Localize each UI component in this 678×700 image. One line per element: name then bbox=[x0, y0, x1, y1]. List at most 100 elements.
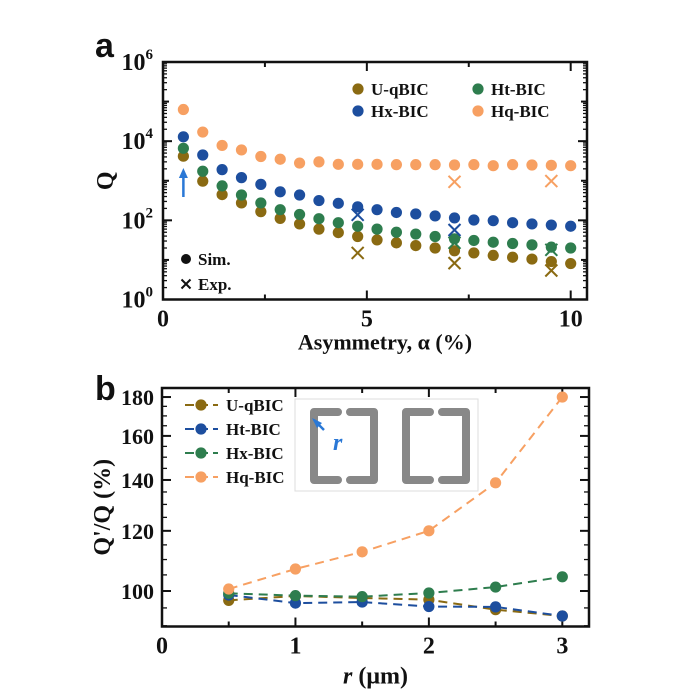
y-tick-label: 102 bbox=[122, 205, 154, 234]
data-point-hq-bic bbox=[235, 144, 248, 156]
inset-radius-label: r bbox=[333, 430, 343, 456]
exp-point-hq-bic bbox=[544, 174, 559, 188]
data-point-u-qbic bbox=[216, 188, 228, 201]
legend-label: Ht-BIC bbox=[226, 420, 281, 439]
x-tick-label: 5 bbox=[361, 307, 373, 333]
data-point-hx-bic bbox=[177, 131, 189, 143]
data-point-hq-bic bbox=[197, 126, 209, 138]
data-point-hx-bic bbox=[526, 218, 538, 230]
legend-sim-marker bbox=[181, 254, 191, 264]
plot-frame-b bbox=[160, 386, 591, 628]
data-point-hx-bic bbox=[565, 220, 577, 232]
x-tick-label: 10 bbox=[559, 307, 583, 333]
data-point-ht-bic bbox=[506, 237, 519, 250]
radius-arrow-head-icon bbox=[312, 418, 322, 428]
data-point-hx-bic bbox=[556, 571, 568, 583]
data-point-ht-bic bbox=[489, 601, 502, 613]
data-point-hq-bic bbox=[468, 159, 480, 171]
arrow-head-icon bbox=[178, 168, 188, 178]
data-point-hq-bic bbox=[332, 158, 344, 170]
data-point-hq-bic bbox=[289, 563, 302, 575]
legend-marker bbox=[195, 423, 207, 435]
data-point-ht-bic bbox=[274, 204, 286, 216]
series-line-u-qbic bbox=[228, 594, 563, 618]
data-point-ht-bic bbox=[410, 228, 422, 240]
split-ring-left-half bbox=[402, 408, 434, 484]
data-point-hx-bic bbox=[216, 164, 228, 176]
data-point-hx-bic bbox=[197, 149, 209, 161]
data-point-hq-bic bbox=[313, 156, 325, 168]
x-tick-label: 1 bbox=[289, 634, 301, 660]
data-point-u-qbic bbox=[332, 226, 344, 239]
data-point-ht-bic bbox=[371, 223, 383, 235]
data-point-hx-bic bbox=[468, 214, 480, 226]
data-point-hx-bic bbox=[489, 581, 502, 593]
data-point-hq-bic bbox=[448, 159, 461, 171]
legend-marker bbox=[472, 83, 484, 95]
data-point-hq-bic bbox=[410, 159, 422, 171]
data-point-hx-bic bbox=[235, 172, 248, 184]
data-point-hq-bic bbox=[371, 158, 383, 170]
data-point-u-qbic bbox=[177, 150, 189, 162]
data-point-hx-bic bbox=[448, 212, 461, 224]
data-point-ht-bic bbox=[390, 226, 403, 238]
data-point-hq-bic bbox=[423, 525, 435, 537]
data-point-u-qbic bbox=[197, 175, 209, 187]
data-point-ht-bic bbox=[429, 230, 441, 243]
data-point-hx-bic bbox=[293, 189, 306, 201]
data-point-u-qbic bbox=[468, 247, 480, 259]
data-point-hq-bic bbox=[489, 477, 502, 489]
data-point-ht-bic bbox=[545, 241, 557, 253]
data-point-u-qbic bbox=[487, 249, 499, 262]
data-point-hx-bic bbox=[410, 208, 422, 220]
data-point-hx-bic bbox=[356, 591, 368, 603]
x-tick-label: 2 bbox=[423, 634, 435, 660]
data-point-hq-bic bbox=[556, 391, 568, 403]
data-point-hx-bic bbox=[255, 178, 267, 190]
split-ring-left-half bbox=[310, 408, 342, 484]
y-tick-label: 160 bbox=[121, 424, 154, 449]
y-tick-label: 100 bbox=[121, 579, 154, 604]
panel-label-b: b bbox=[95, 370, 116, 408]
series-line-hq-bic bbox=[228, 396, 564, 590]
data-point-hq-bic bbox=[356, 546, 368, 558]
data-point-u-qbic bbox=[352, 230, 364, 243]
legend-label: Hx-BIC bbox=[226, 444, 284, 463]
data-point-hq-bic bbox=[526, 159, 538, 171]
data-point-u-qbic bbox=[371, 234, 383, 246]
y-tick-label: 106 bbox=[122, 47, 154, 76]
y-tick-label: 140 bbox=[121, 468, 154, 493]
data-point-ht-bic bbox=[468, 234, 480, 247]
data-point-hx-bic bbox=[313, 194, 325, 207]
data-point-hq-bic bbox=[223, 583, 235, 595]
data-point-ht-bic bbox=[332, 217, 344, 229]
data-point-hx-bic bbox=[371, 204, 383, 216]
data-point-u-qbic bbox=[565, 257, 577, 270]
data-point-hx-bic bbox=[545, 219, 557, 231]
data-point-ht-bic bbox=[448, 233, 461, 245]
data-point-ht-bic bbox=[352, 220, 364, 232]
data-point-hq-bic bbox=[506, 159, 519, 171]
data-point-hq-bic bbox=[487, 160, 499, 172]
data-point-ht-bic bbox=[197, 165, 209, 177]
data-point-hq-bic bbox=[352, 158, 364, 170]
data-point-hq-bic bbox=[274, 153, 286, 165]
data-point-ht-bic bbox=[565, 242, 577, 254]
legend-label: Hx-BIC bbox=[371, 102, 429, 121]
data-point-u-qbic bbox=[526, 253, 538, 265]
data-point-u-qbic bbox=[429, 242, 441, 254]
data-point-hq-bic bbox=[177, 103, 189, 116]
exp-point-hx-bic bbox=[447, 223, 462, 237]
legend-label: Hq-BIC bbox=[226, 468, 285, 487]
data-point-ht-bic bbox=[177, 142, 189, 154]
data-point-u-qbic bbox=[390, 237, 403, 249]
data-point-hq-bic bbox=[255, 150, 267, 163]
legend-marker bbox=[195, 399, 207, 411]
data-point-u-qbic bbox=[545, 255, 557, 268]
data-point-u-qbic bbox=[448, 245, 461, 257]
exp-point-hq-bic bbox=[447, 175, 462, 189]
legend-label: Ht-BIC bbox=[491, 80, 546, 99]
exp-point-ht-bic bbox=[544, 243, 559, 257]
legend-exp-label: Exp. bbox=[198, 275, 232, 294]
data-point-u-qbic bbox=[274, 212, 286, 224]
